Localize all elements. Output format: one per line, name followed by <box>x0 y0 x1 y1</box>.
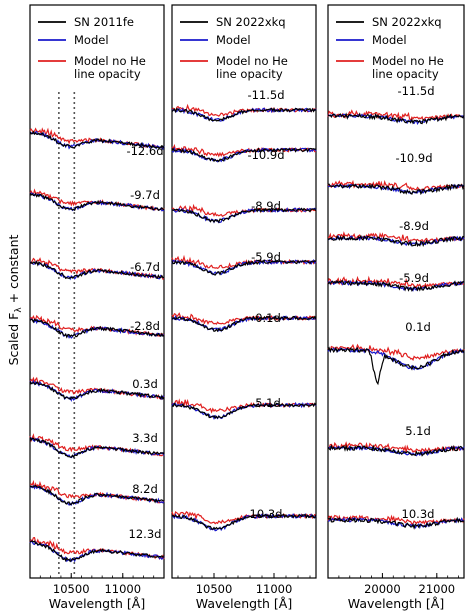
spectrum-model-no-he <box>327 343 465 362</box>
phase-label: -10.9d <box>395 151 432 165</box>
phase-label: 5.1d <box>255 396 281 410</box>
legend-entry: Model <box>74 33 109 47</box>
x-tick-label: 20000 <box>364 582 401 596</box>
spectrum-model-no-he <box>327 514 465 526</box>
phase-label: 5.1d <box>405 424 431 438</box>
legend-entry: Model no He <box>74 54 146 68</box>
phase-label: -8.9d <box>251 199 281 213</box>
x-axis-label: Wavelength [Å] <box>348 596 444 611</box>
legend-entry: line opacity <box>74 67 141 81</box>
phase-label: -5.9d <box>399 271 429 285</box>
legend-entry: SN 2022xkq <box>372 15 442 29</box>
legend-entry: SN 2011fe <box>74 15 134 29</box>
spectrum-observed <box>29 540 165 563</box>
spectrum-model-no-he <box>327 109 465 122</box>
legend-entry: line opacity <box>216 67 283 81</box>
x-tick-label: 11000 <box>256 582 293 596</box>
phase-label: 10.3d <box>402 507 435 521</box>
spectrum-observed <box>171 513 317 530</box>
phase-label: -8.9d <box>399 219 429 233</box>
legend-entry: Model <box>216 33 251 47</box>
spectrum-observed <box>29 130 165 149</box>
phase-label: 8.2d <box>132 482 158 496</box>
plot-frame <box>171 4 317 579</box>
legend-entry: line opacity <box>372 67 439 81</box>
spectrum-observed <box>29 318 165 339</box>
spectrum-observed <box>29 260 165 280</box>
phase-label: 0.1d <box>255 311 281 325</box>
spectrum-observed <box>171 402 317 420</box>
spectrum-observed <box>29 381 165 401</box>
spectrum-observed <box>327 112 465 125</box>
spectrum-observed <box>327 183 465 196</box>
spectrum-model-no-he <box>171 254 317 269</box>
spectrum-observed <box>29 192 165 212</box>
spectrum-model <box>327 445 465 457</box>
x-tick-label: 10500 <box>53 582 90 596</box>
spectrum-model <box>29 318 165 339</box>
x-tick-label: 10500 <box>196 582 233 596</box>
spectrum-observed <box>171 315 317 333</box>
phase-label: -11.5d <box>397 84 434 98</box>
spectrum-observed <box>29 437 165 459</box>
plot-frame <box>327 4 465 579</box>
phase-label: 0.1d <box>405 320 431 334</box>
spectrum-observed <box>171 147 317 163</box>
phase-label: 10.3d <box>250 507 283 521</box>
phase-label: -5.9d <box>251 250 281 264</box>
y-axis-label: Scaled Fλ + constant <box>6 234 24 365</box>
spectrum-model <box>29 261 165 281</box>
phase-label: -12.6d <box>126 144 163 158</box>
spectrum-observed <box>327 516 465 530</box>
phase-label: 12.3d <box>129 527 162 541</box>
x-axis-label: Wavelength [Å] <box>49 596 145 611</box>
legend-entry: Model no He <box>216 54 288 68</box>
spectrum-observed <box>171 259 317 276</box>
spectrum-observed <box>327 444 465 457</box>
phase-label: 0.3d <box>132 377 158 391</box>
x-tick-label: 11000 <box>104 582 141 596</box>
phase-label: -11.5d <box>247 88 284 102</box>
plot-frame <box>29 4 165 579</box>
legend-entry: Model no He <box>372 54 444 68</box>
phase-label: -9.7d <box>130 188 160 202</box>
spectrum-observed <box>171 107 317 122</box>
spectrum-observed <box>171 207 317 224</box>
phase-label: -10.9d <box>247 148 284 162</box>
legend-entry: SN 2022xkq <box>216 15 286 29</box>
spectrum-observed <box>327 279 465 292</box>
spectrum-observed <box>327 234 465 248</box>
spectrum-observed <box>327 346 465 386</box>
x-axis-label: Wavelength [Å] <box>196 596 292 611</box>
legend-entry: Model <box>372 33 407 47</box>
phase-label: -6.7d <box>130 260 160 274</box>
x-tick-label: 21000 <box>419 582 456 596</box>
spectrum-model-no-he <box>29 537 165 560</box>
phase-label: -2.8d <box>130 319 160 333</box>
phase-label: 3.3d <box>132 431 158 445</box>
spectrum-model <box>171 512 317 532</box>
spectrum-observed <box>29 484 165 506</box>
